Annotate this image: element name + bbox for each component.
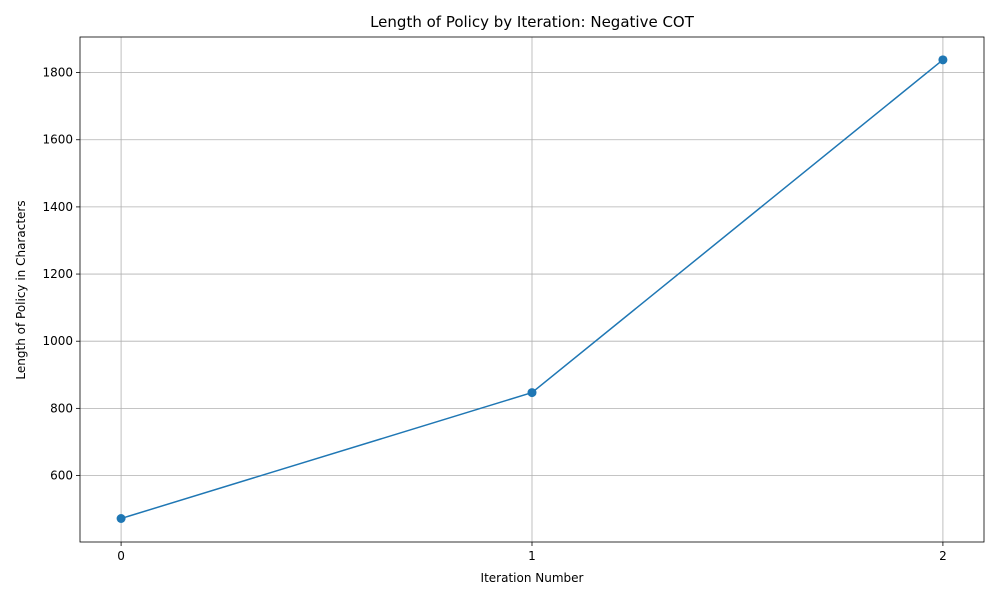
data-point [527,388,537,398]
axes [76,36,985,546]
x-tick-label: 0 [117,549,125,563]
series-layer [116,55,948,523]
plot-frame [79,36,985,543]
y-axis-label: Length of Policy in Characters [14,200,28,379]
y-tick-label: 1600 [42,133,73,147]
chart-title: Length of Policy by Iteration: Negative … [370,13,695,31]
y-tick-label: 1400 [42,200,73,214]
grid-lines [80,37,984,542]
data-point [938,55,948,65]
x-tick-label: 1 [528,549,536,563]
data-point [116,513,126,523]
y-tick-label: 1800 [42,66,73,80]
tick-labels: 0 1 2 600 800 1000 1200 1400 1600 1800 [42,66,946,563]
y-tick-label: 800 [50,401,73,415]
x-tick-label: 2 [939,549,947,563]
y-tick-label: 1200 [42,267,73,281]
y-tick-label: 1000 [42,334,73,348]
y-tick-label: 600 [50,469,73,483]
x-axis-label: Iteration Number [481,571,584,585]
